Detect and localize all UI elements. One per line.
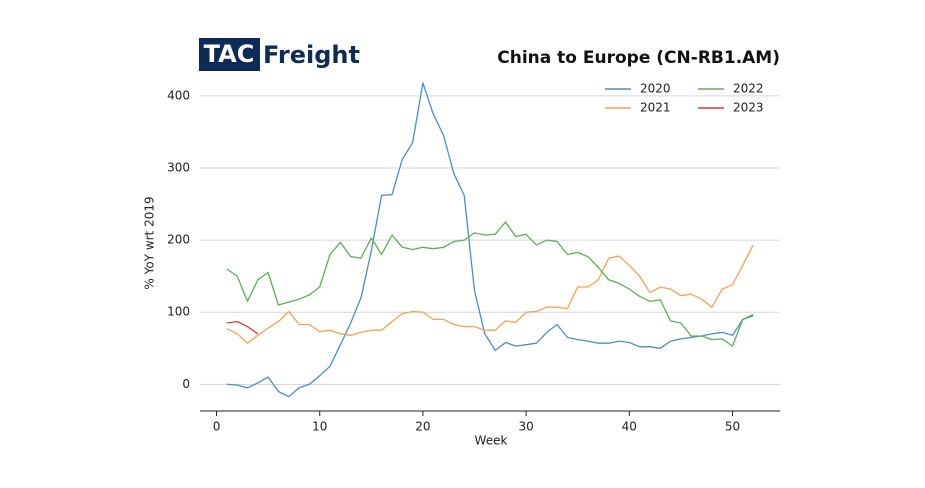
y-tick-label: 400: [167, 88, 190, 102]
legend-label: 2022: [733, 82, 764, 96]
y-tick-label: 300: [167, 160, 190, 174]
logo-right: Freight: [263, 41, 360, 69]
x-tick-label: 40: [622, 420, 637, 434]
legend-label: 2023: [733, 101, 764, 115]
logo-box: [199, 38, 260, 71]
series-line: [226, 320, 259, 335]
x-axis-label: Week: [475, 434, 508, 448]
x-tick-label: 0: [213, 420, 221, 434]
series-line: [226, 244, 754, 344]
y-axis-label: % YoY wrt 2019: [143, 196, 157, 289]
legend-label: 2021: [640, 101, 671, 115]
x-tick-label: 30: [518, 420, 533, 434]
x-tick-label: 20: [415, 420, 430, 434]
chart-title: China to Europe (CN-RB1.AM): [497, 48, 780, 68]
y-tick-label: 200: [167, 233, 190, 247]
y-tick-label: 100: [167, 305, 190, 319]
legend-label: 2020: [640, 82, 671, 96]
series-line: [226, 82, 754, 398]
series-line: [226, 221, 754, 347]
x-tick-label: 10: [312, 420, 327, 434]
logo-left: TAC: [204, 40, 255, 68]
x-tick-label: 50: [725, 420, 740, 434]
y-tick-label: 0: [182, 377, 190, 391]
